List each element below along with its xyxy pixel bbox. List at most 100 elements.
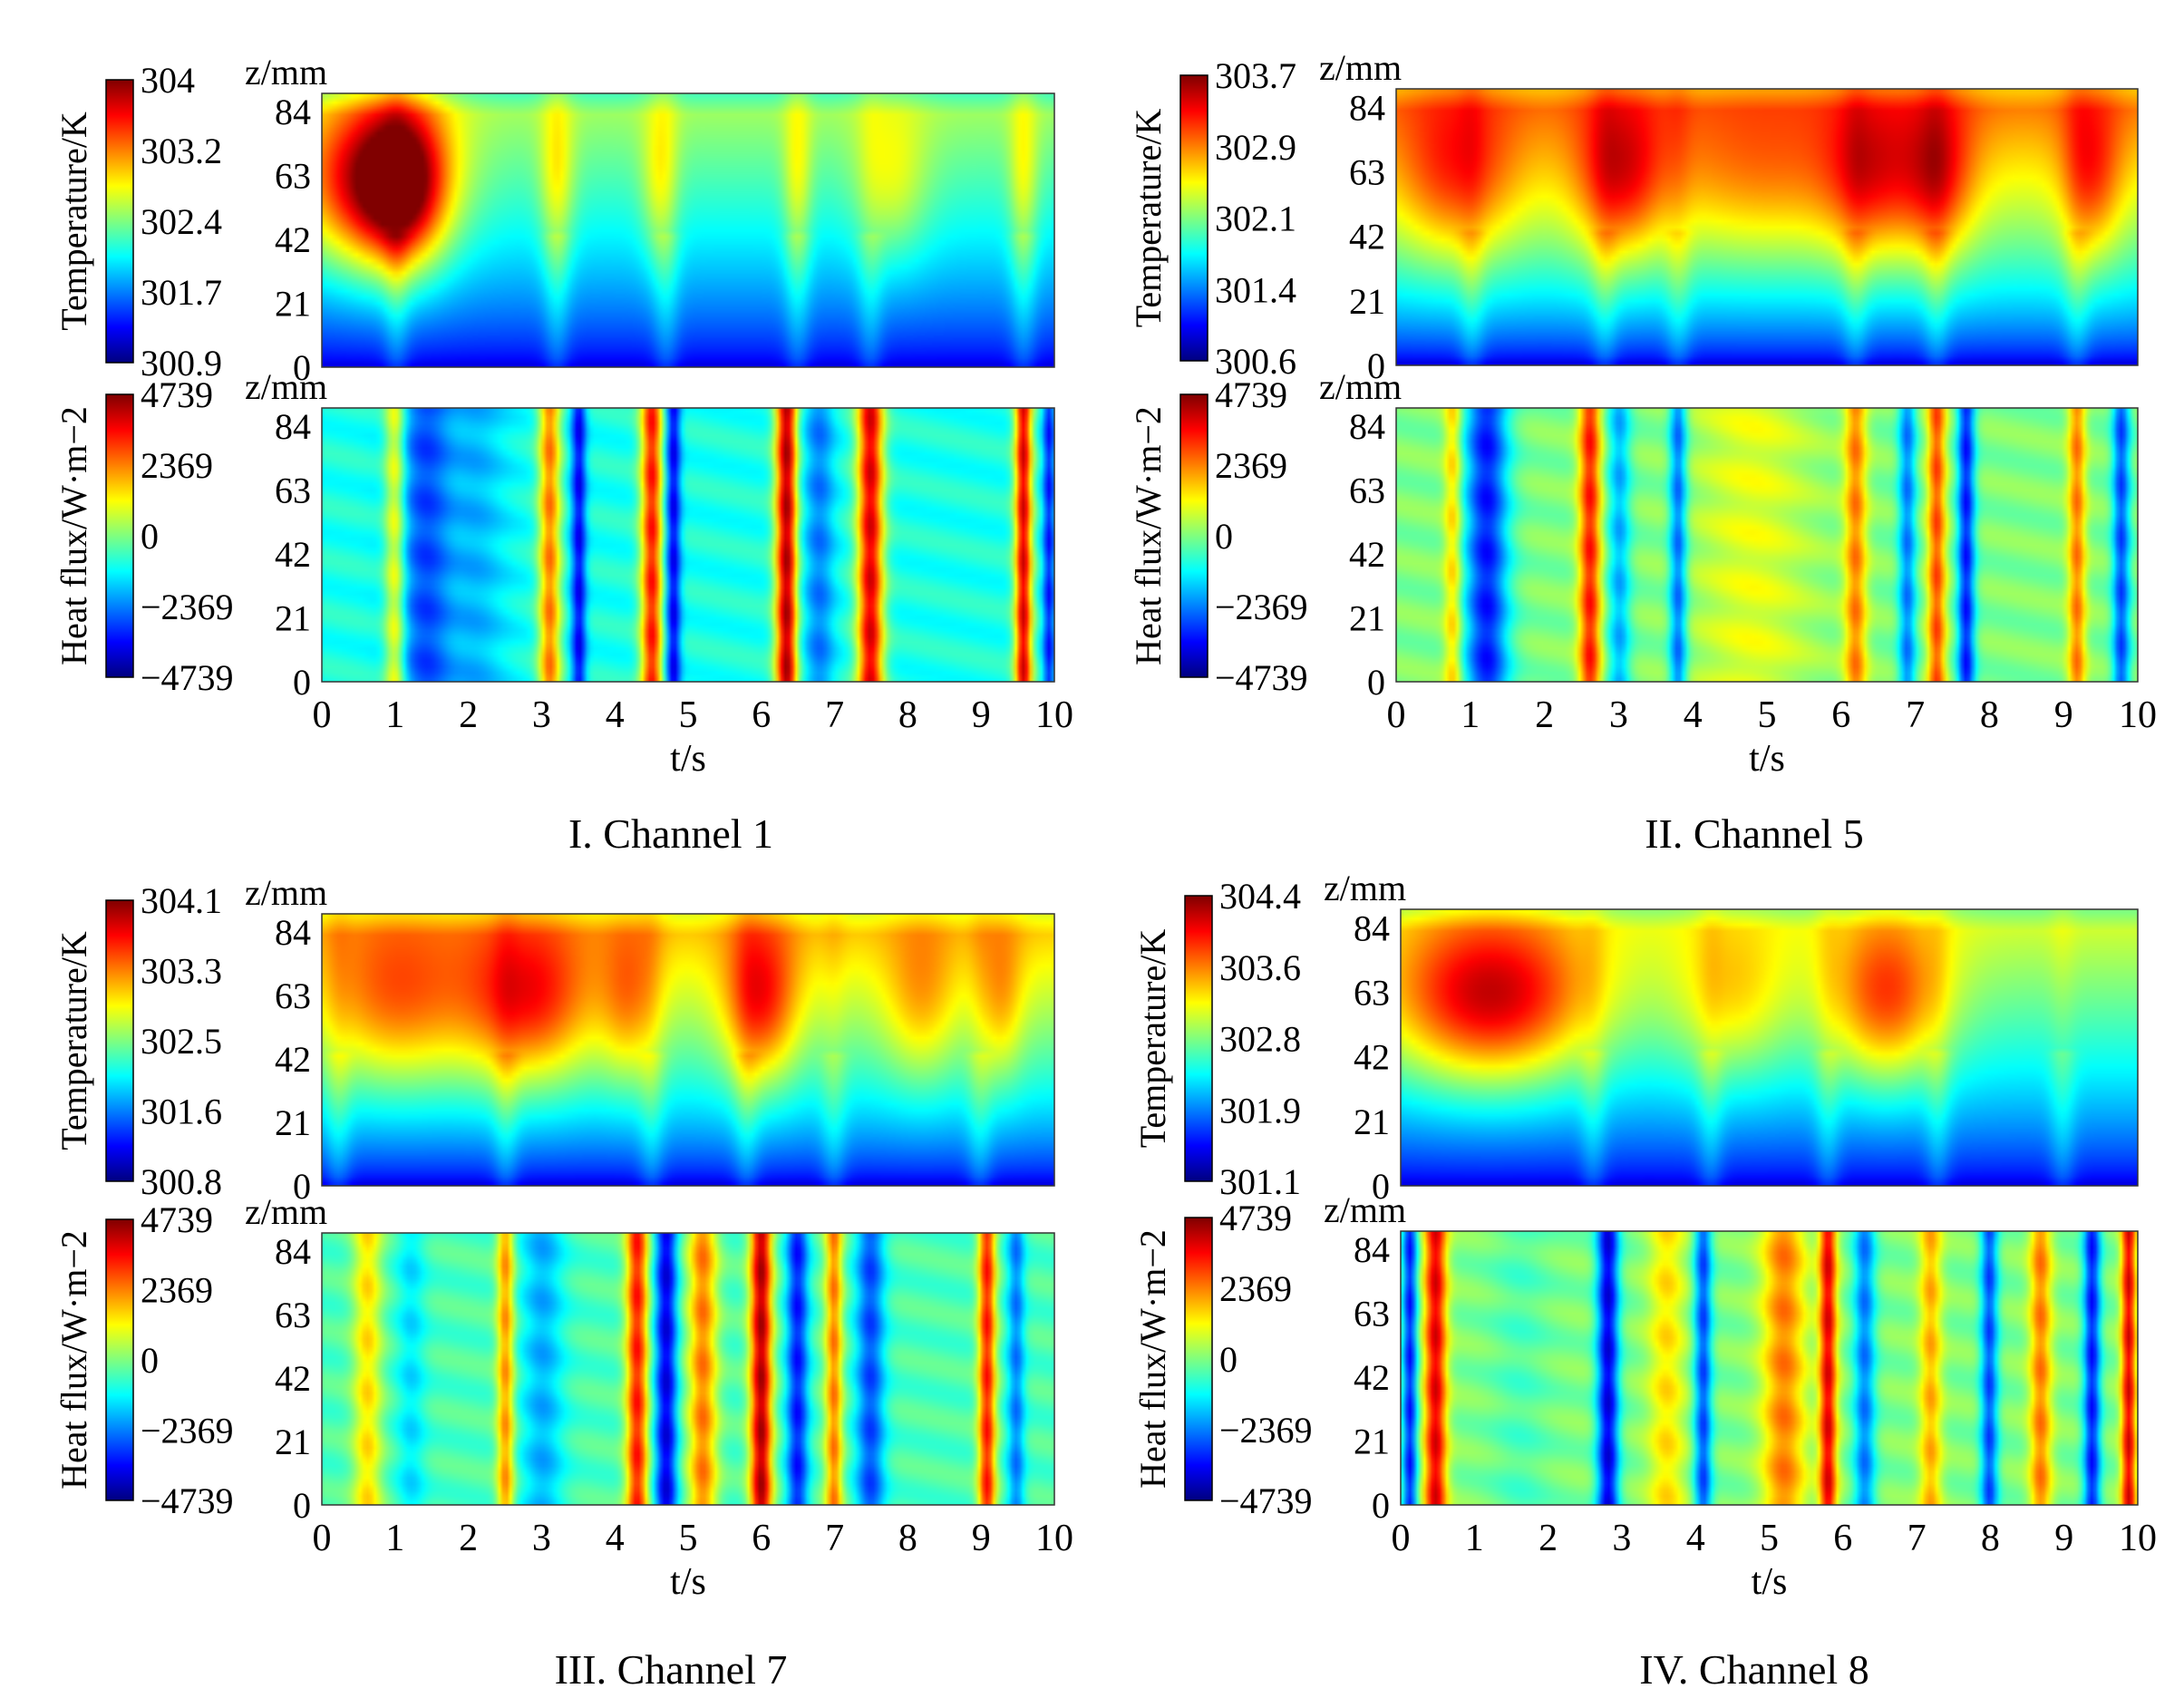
colorbar <box>105 1218 134 1501</box>
x-tick-label: 0 <box>1387 694 1406 736</box>
x-tick-label: 5 <box>1760 1518 1779 1559</box>
plot-frame <box>321 92 1055 368</box>
colorbar-title: Temperature/K <box>53 931 94 1150</box>
x-axis-label: t/s <box>670 1561 706 1603</box>
y-tick-label: 84 <box>1349 406 1385 447</box>
x-tick-label: 8 <box>1980 694 1999 736</box>
x-tick-label: 5 <box>679 1518 698 1559</box>
x-tick-label: 4 <box>1684 694 1703 736</box>
x-tick-label: 3 <box>1609 694 1628 736</box>
colorbar-title: Heat flux/W·m−2 <box>53 406 94 665</box>
x-tick-label: 6 <box>752 1518 771 1559</box>
x-tick-label: 4 <box>1686 1518 1705 1559</box>
panel-caption-1: I. Channel 1 <box>568 810 773 857</box>
colorbar-tick-label: 303.6 <box>1219 947 1301 988</box>
y-tick-label: 84 <box>1349 87 1385 128</box>
panel-caption-2: II. Channel 5 <box>1645 810 1863 857</box>
colorbar-tick-label: 303.7 <box>1215 55 1296 96</box>
x-axis-label: t/s <box>670 738 706 780</box>
plot-frame <box>1395 407 2139 683</box>
colorbar-tick-label: 302.9 <box>1215 127 1296 168</box>
y-tick-label: 42 <box>275 219 311 260</box>
y-tick-label: 84 <box>1354 1229 1390 1270</box>
x-tick-label: 1 <box>1461 694 1480 736</box>
y-tick-label: 21 <box>275 1422 311 1462</box>
y-tick-label: 42 <box>275 1358 311 1399</box>
x-tick-label: 2 <box>1539 1518 1558 1559</box>
y-tick-label: 0 <box>1367 345 1385 386</box>
colorbar-tick-label: 0 <box>141 516 159 557</box>
x-tick-label: 9 <box>972 694 991 736</box>
y-axis-label: z/mm <box>1324 1189 1406 1230</box>
colorbar-tick-label: −4739 <box>141 657 234 698</box>
plot-frame <box>1400 908 2139 1187</box>
x-tick-label: 8 <box>898 1518 917 1559</box>
y-tick-label: 63 <box>1354 973 1390 1014</box>
colorbar-tick-label: 4739 <box>141 374 213 415</box>
x-tick-label: 9 <box>2054 1518 2073 1559</box>
colorbar-tick-label: −2369 <box>1215 587 1308 627</box>
y-tick-label: 63 <box>1349 152 1385 193</box>
y-tick-label: 42 <box>1349 217 1385 257</box>
y-tick-label: 21 <box>1354 1101 1390 1142</box>
x-tick-label: 2 <box>1535 694 1554 736</box>
y-tick-label: 42 <box>1349 534 1385 575</box>
colorbar-tick-label: 302.4 <box>141 201 222 242</box>
y-tick-label: 42 <box>275 1039 311 1080</box>
x-tick-label: 7 <box>1906 694 1925 736</box>
y-tick-label: 42 <box>275 534 311 575</box>
colorbar <box>105 79 134 364</box>
y-tick-label: 84 <box>275 912 311 953</box>
colorbar-tick-label: −4739 <box>1215 657 1308 698</box>
y-tick-label: 84 <box>275 1231 311 1272</box>
x-tick-label: 6 <box>752 694 771 736</box>
colorbar-tick-label: 303.3 <box>141 951 222 992</box>
heatmap-field <box>1396 408 2138 682</box>
x-tick-label: 7 <box>825 1518 844 1559</box>
y-tick-label: 0 <box>293 662 311 703</box>
y-tick-label: 63 <box>275 471 311 511</box>
x-tick-label: 10 <box>2119 694 2157 736</box>
y-tick-label: 84 <box>1354 907 1390 948</box>
y-tick-label: 21 <box>1349 281 1385 322</box>
x-tick-label: 10 <box>2119 1518 2157 1559</box>
x-tick-label: 6 <box>1831 694 1850 736</box>
y-axis-label: z/mm <box>245 1191 327 1232</box>
x-tick-label: 7 <box>825 694 844 736</box>
heatmap-field <box>1401 909 2138 1186</box>
x-tick-label: 2 <box>459 1518 478 1559</box>
y-tick-label: 21 <box>275 284 311 325</box>
y-tick-label: 63 <box>275 1295 311 1335</box>
colorbar-tick-label: 300.8 <box>141 1161 222 1202</box>
x-tick-label: 7 <box>1907 1518 1927 1559</box>
y-tick-label: 63 <box>275 975 311 1016</box>
y-axis-label: z/mm <box>245 366 327 407</box>
colorbar-tick-label: 4739 <box>141 1199 213 1240</box>
x-tick-label: 4 <box>606 694 625 736</box>
colorbar <box>105 393 134 678</box>
colorbar-tick-label: 300.6 <box>1215 341 1296 382</box>
heatmap-field <box>322 408 1054 682</box>
colorbar-tick-label: 304.1 <box>141 880 222 921</box>
colorbar-tick-label: 304 <box>141 60 195 101</box>
y-tick-label: 84 <box>275 92 311 132</box>
colorbar-tick-label: 4739 <box>1215 374 1287 415</box>
y-tick-label: 42 <box>1354 1357 1390 1398</box>
x-axis-label: t/s <box>1749 738 1785 780</box>
y-tick-label: 21 <box>275 1102 311 1143</box>
heatmap-field <box>1401 1231 2138 1505</box>
x-tick-label: 0 <box>313 694 332 736</box>
x-tick-label: 5 <box>679 694 698 736</box>
colorbar-tick-label: −2369 <box>141 587 234 627</box>
x-tick-label: 2 <box>459 694 478 736</box>
colorbar-tick-label: −4739 <box>1219 1480 1313 1521</box>
colorbar <box>105 899 134 1182</box>
colorbar-tick-label: 2369 <box>1215 445 1287 486</box>
x-tick-label: 3 <box>532 694 551 736</box>
